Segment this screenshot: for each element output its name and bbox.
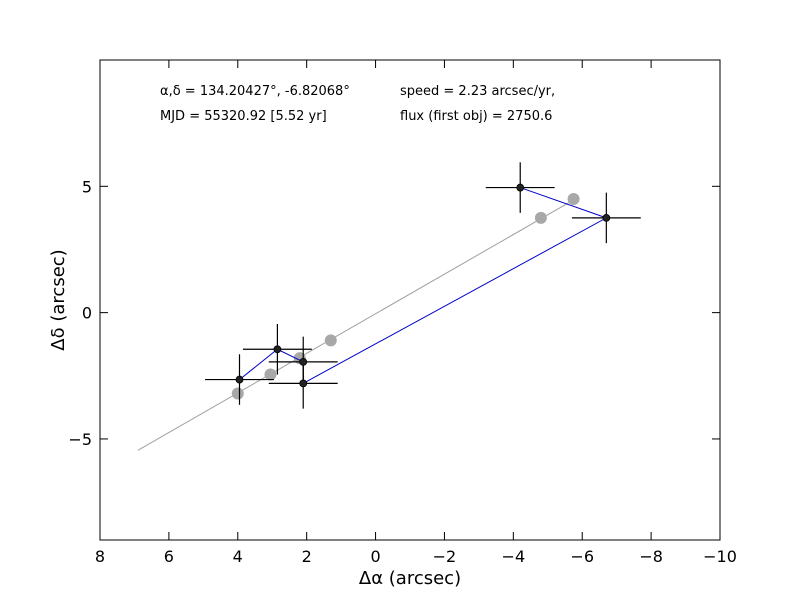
- y-tick-label: −5: [68, 430, 92, 449]
- y-tick-label: 5: [82, 177, 92, 196]
- observed-point: [516, 183, 525, 192]
- model-point: [324, 334, 337, 347]
- x-tick-label: −4: [502, 547, 526, 566]
- observed-point: [602, 213, 611, 222]
- fit-line: [137, 198, 576, 451]
- x-axis-label: Δα (arcsec): [359, 568, 461, 589]
- observed-point: [299, 357, 308, 366]
- x-tick-label: −10: [703, 547, 737, 566]
- annotation-coords: α,δ = 134.20427°, -6.82068°: [160, 84, 350, 99]
- x-tick-label: 8: [95, 547, 105, 566]
- x-tick-label: 0: [370, 547, 380, 566]
- annotation-speed: speed = 2.23 arcsec/yr,: [400, 84, 555, 99]
- annotation-flux: flux (first obj) = 2750.6: [400, 109, 552, 124]
- x-tick-label: −2: [433, 547, 457, 566]
- model-point: [264, 368, 277, 381]
- model-point: [231, 387, 244, 400]
- x-tick-label: −8: [639, 547, 663, 566]
- model-point: [567, 192, 580, 205]
- observed-point: [299, 379, 308, 388]
- axis-ticks: 8 6 4 2 0 −2 −4 −6 −8 −10 −5 0 5: [68, 60, 737, 566]
- observed-point: [235, 375, 244, 384]
- fit-line-layer: [137, 198, 576, 451]
- plot-frame: [99, 59, 721, 541]
- model-points-layer: [231, 192, 580, 400]
- model-point: [534, 211, 547, 224]
- y-tick-label: 0: [82, 304, 92, 323]
- observed-points-layer: [235, 183, 611, 388]
- x-tick-label: 4: [233, 547, 243, 566]
- annotation-mjd: MJD = 55320.92 [5.52 yr]: [160, 109, 327, 124]
- x-tick-label: 2: [302, 547, 312, 566]
- x-tick-label: 6: [164, 547, 174, 566]
- y-axis-label: Δδ (arcsec): [48, 249, 69, 350]
- x-tick-label: −6: [570, 547, 594, 566]
- observed-point: [273, 345, 282, 354]
